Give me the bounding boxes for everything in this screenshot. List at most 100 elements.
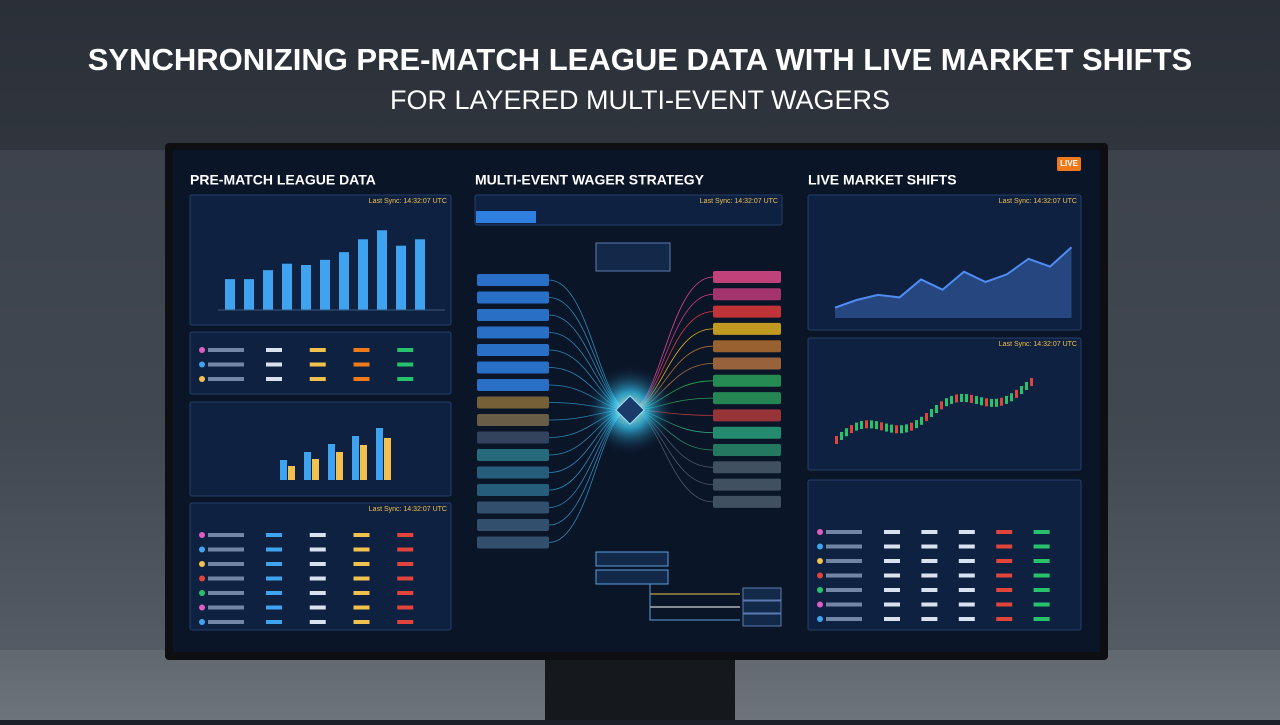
deco-bar	[288, 466, 295, 480]
row-cell	[1033, 588, 1050, 592]
input-node	[477, 414, 549, 426]
candle	[930, 408, 933, 417]
row-cell	[353, 605, 370, 610]
candle	[945, 398, 948, 407]
live-badge-text: LIVE	[1060, 159, 1078, 168]
candle	[920, 416, 923, 425]
row-cell	[397, 620, 414, 624]
row-cell	[397, 605, 414, 610]
row-icon	[817, 558, 823, 564]
bar	[415, 239, 425, 310]
row-cell	[309, 547, 326, 552]
row-icon	[199, 347, 205, 353]
output-node	[713, 444, 781, 456]
candle	[970, 394, 973, 403]
live-badge	[1057, 157, 1081, 171]
row-cell	[921, 617, 938, 621]
row-cell	[397, 576, 414, 581]
payout-line	[649, 584, 740, 621]
candle	[880, 422, 883, 431]
row-icon	[199, 604, 205, 611]
candle	[1020, 386, 1023, 395]
panel-title: MULTI-EVENT WAGER STRATEGY	[475, 172, 705, 188]
candle	[1015, 389, 1018, 398]
top-node	[595, 242, 671, 272]
output-node	[713, 461, 781, 474]
row-text	[208, 377, 244, 381]
row-cell	[266, 576, 282, 581]
card	[807, 479, 1082, 631]
row-cell	[266, 605, 282, 610]
output-node	[713, 495, 781, 508]
deco-bar	[360, 445, 367, 480]
row-cell	[996, 544, 1013, 549]
candle	[860, 421, 863, 430]
row-cell	[397, 377, 414, 381]
candle	[855, 422, 858, 431]
row-cell	[397, 547, 414, 552]
row-text	[208, 562, 244, 566]
candle	[865, 420, 868, 429]
row-text	[208, 348, 244, 352]
row-text	[826, 544, 862, 549]
row-cell	[921, 602, 938, 607]
row-icon	[817, 572, 823, 579]
candle	[980, 397, 983, 406]
output-node	[713, 288, 781, 301]
candle	[985, 398, 988, 407]
row-cell	[266, 362, 282, 367]
row-cell	[266, 377, 282, 381]
input-node	[477, 536, 549, 549]
row-cell	[958, 617, 975, 621]
bar	[263, 270, 273, 310]
row-text	[826, 559, 862, 563]
row-cell	[266, 620, 282, 624]
deco-bar	[352, 436, 359, 480]
row-cell	[958, 559, 975, 563]
candle	[940, 401, 943, 410]
row-cell	[266, 348, 282, 352]
bar	[396, 245, 406, 310]
input-node	[477, 501, 549, 514]
bar	[225, 279, 235, 310]
row-cell	[958, 588, 975, 592]
row-icon	[817, 616, 823, 622]
bottom-node	[595, 551, 669, 567]
row-cell	[309, 591, 326, 595]
row-icon	[199, 376, 205, 382]
last-sync: Last Sync: 14:32:07 UTC	[369, 198, 447, 205]
area	[835, 247, 1072, 318]
row-text	[208, 605, 244, 610]
row-cell	[309, 620, 326, 624]
row-cell	[353, 348, 370, 352]
tab-active	[476, 211, 536, 223]
row-icon	[817, 529, 823, 535]
deco-bar	[376, 428, 383, 480]
row-cell	[884, 544, 900, 549]
row-cell	[958, 602, 975, 607]
row-cell	[884, 559, 900, 563]
output-node	[713, 392, 781, 405]
row-cell	[309, 377, 326, 381]
row-icon	[199, 575, 205, 582]
row-cell	[309, 605, 326, 610]
row-icon	[817, 543, 823, 550]
candle	[895, 425, 898, 434]
input-node	[477, 431, 549, 444]
row-text	[826, 617, 862, 621]
candle	[1010, 393, 1013, 402]
row-cell	[309, 362, 326, 367]
row-text	[826, 530, 862, 534]
bar	[377, 230, 387, 310]
input-node	[477, 274, 549, 286]
row-cell	[309, 576, 326, 581]
row-cell	[353, 533, 370, 537]
candle	[955, 394, 958, 403]
row-cell	[958, 573, 975, 578]
panel-title: LIVE MARKET SHIFTS	[808, 172, 957, 188]
row-cell	[397, 533, 414, 537]
bar	[301, 265, 311, 310]
monitor-stand	[545, 660, 735, 720]
row-cell	[266, 547, 282, 552]
